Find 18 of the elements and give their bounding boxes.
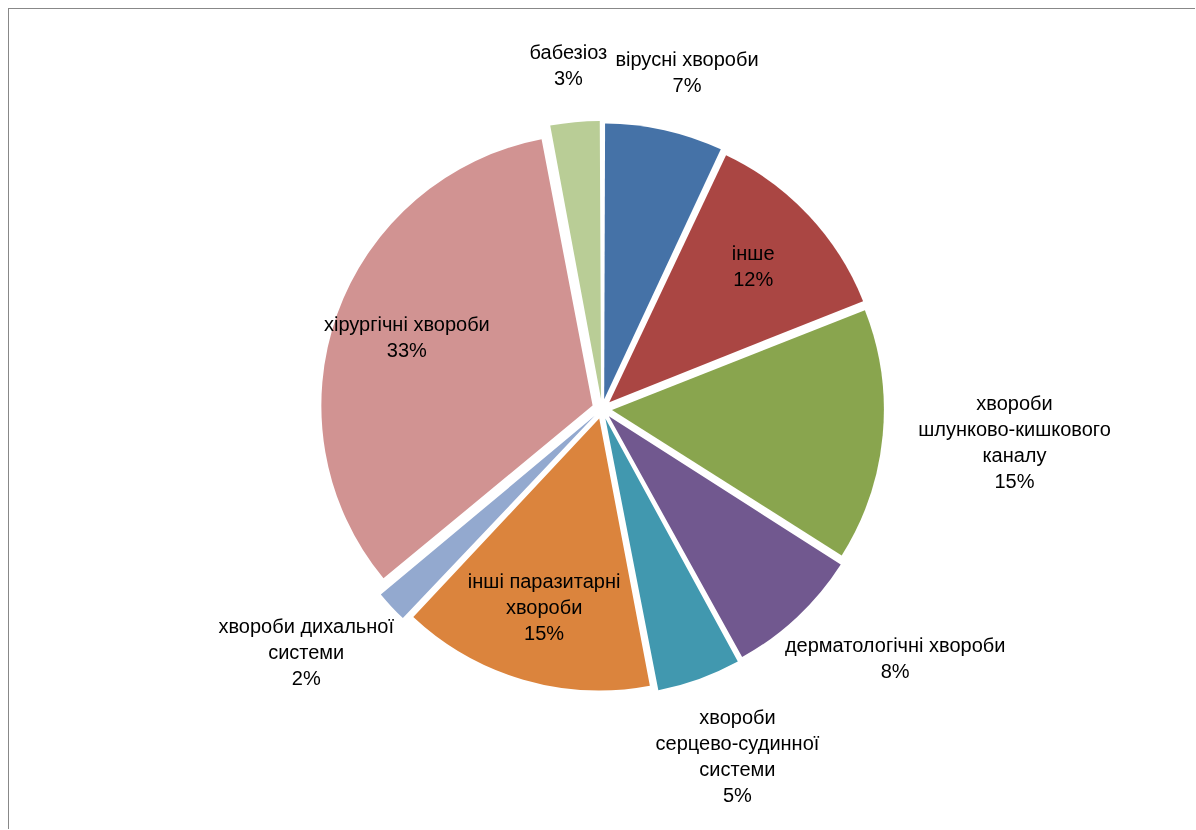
data-label: 33%: [386, 339, 428, 362]
data-label: 7%: [672, 73, 702, 96]
data-label: 3%: [553, 67, 584, 90]
slice-label: хірургічні хвороби: [323, 313, 490, 336]
slice-label: дерматологічні хвороби: [784, 634, 1006, 657]
data-label: 15%: [994, 470, 1035, 493]
slice-label: хвороби серцево-судинної системи: [655, 705, 820, 780]
slice-label: інші паразитарні хвороби: [467, 569, 621, 618]
slice-label: хвороби дихальної системи: [218, 614, 395, 663]
data-label: 5%: [723, 783, 753, 806]
data-label: 8%: [880, 660, 910, 683]
slice-label: інше: [731, 241, 775, 264]
data-label: 15%: [524, 621, 565, 644]
data-label: 2%: [291, 666, 321, 689]
slice-label: вірусні хвороби: [615, 47, 759, 70]
data-label: 12%: [733, 267, 774, 290]
slice-label: хвороби шлунково-кишкового каналу: [918, 392, 1111, 467]
slice-label: бабезіоз: [529, 41, 608, 64]
